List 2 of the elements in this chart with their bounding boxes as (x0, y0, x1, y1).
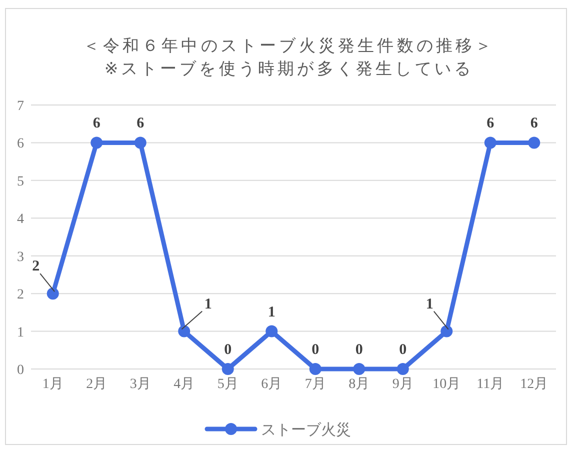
subtitle: ※ストーブを使う時期が多く発生している (104, 60, 474, 78)
title: ＜令和６年中のストーブ火災発生件数の推移＞ (83, 37, 495, 55)
